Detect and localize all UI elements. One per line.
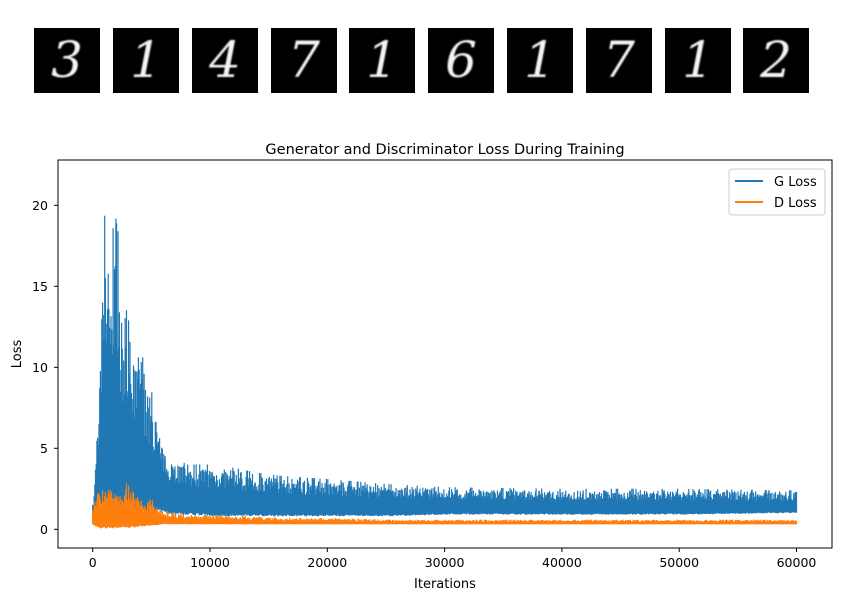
x-tick-label: 30000	[425, 555, 465, 570]
generated-digit-image: 2	[743, 28, 809, 93]
digit-glyph: 2	[760, 31, 792, 89]
x-tick-label: 40000	[542, 555, 582, 570]
generated-digit-image: 6	[428, 28, 494, 93]
series-line-g-loss	[92, 215, 798, 524]
digit-glyph: 1	[682, 31, 714, 89]
legend-label-g-loss: G Loss	[774, 175, 817, 190]
digit-glyph: 3	[51, 31, 83, 89]
y-tick-label: 0	[40, 522, 48, 537]
x-axis: 0 10000 20000 30000 40000 50000 60000	[89, 548, 817, 570]
generated-digit-image: 7	[586, 28, 652, 93]
chart-title: Generator and Discriminator Loss During …	[265, 142, 624, 158]
digit-glyph: 7	[603, 31, 635, 89]
digit-glyph: 1	[130, 31, 162, 89]
x-axis-label: Iterations	[414, 577, 476, 592]
x-tick-label: 10000	[190, 555, 230, 570]
generated-digit-image: 7	[271, 28, 337, 93]
y-tick-label: 10	[32, 360, 48, 375]
y-tick-label: 5	[40, 441, 48, 456]
digit-glyph: 7	[288, 31, 320, 89]
y-tick-label: 15	[32, 279, 48, 294]
generated-digit-image: 1	[349, 28, 415, 93]
digit-glyph: 6	[445, 31, 477, 89]
y-tick-label: 20	[32, 198, 48, 213]
x-tick-label: 20000	[307, 555, 347, 570]
y-axis-label: Loss	[10, 340, 25, 369]
generated-digit-image: 1	[665, 28, 731, 93]
x-tick-label: 0	[89, 555, 97, 570]
digit-glyph: 1	[524, 31, 556, 89]
x-tick-label: 60000	[777, 555, 817, 570]
digit-glyph: 1	[366, 31, 398, 89]
x-tick-label: 50000	[659, 555, 699, 570]
series-line-d-loss	[92, 483, 798, 529]
generated-digit-image: 1	[113, 28, 179, 93]
generated-digit-image: 3	[34, 28, 100, 93]
y-axis: 0 5 10 15 20	[32, 198, 58, 537]
generated-digit-image: 1	[507, 28, 573, 93]
plot-area	[92, 215, 798, 529]
digit-glyph: 4	[209, 31, 241, 89]
legend-label-d-loss: D Loss	[774, 196, 817, 211]
legend: G Loss D Loss	[728, 168, 826, 216]
generated-digit-image: 4	[192, 28, 258, 93]
